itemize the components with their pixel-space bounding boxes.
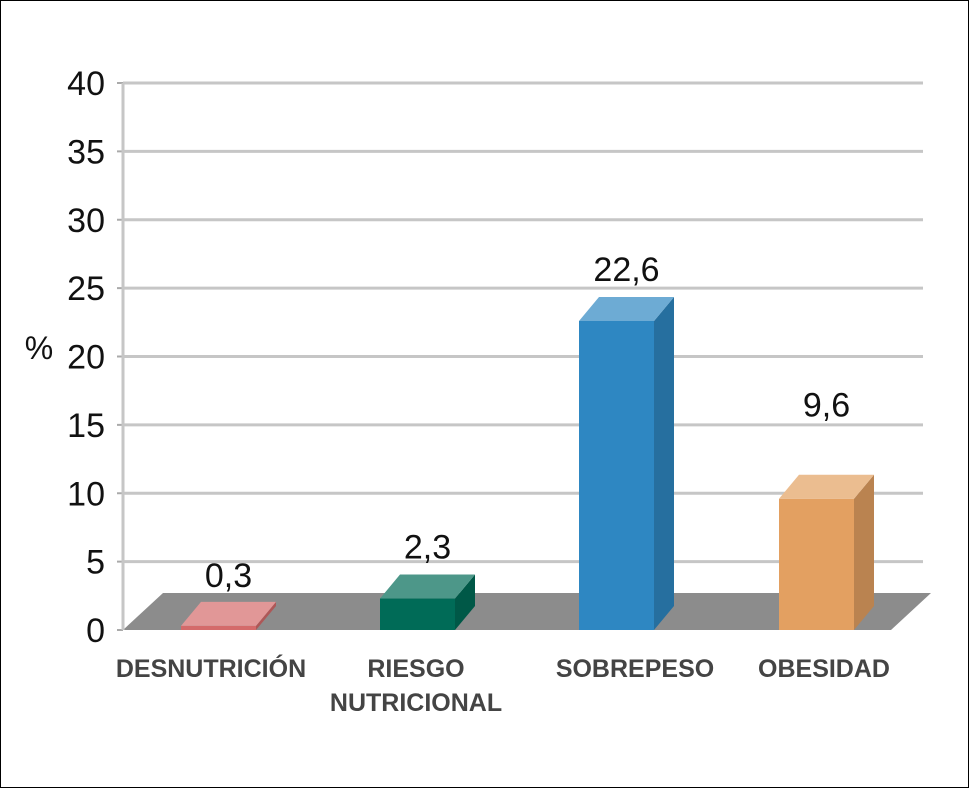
floor-plane — [123, 593, 931, 630]
bar-front — [380, 598, 455, 630]
bar-top — [779, 474, 874, 499]
y-axis-label: % — [25, 330, 53, 366]
bar — [579, 296, 674, 630]
x-tick-label: DESNUTRICIÓN — [116, 653, 306, 683]
value-labels: 0,3 2,3 22,6 9,6 — [205, 251, 850, 595]
bar — [181, 601, 276, 630]
x-tick-label: SOBREPESO — [556, 655, 714, 683]
bar-top — [181, 601, 276, 626]
gridlines — [123, 81, 923, 564]
x-tick-label: OBESIDAD — [758, 655, 890, 683]
y-tick-label: 15 — [67, 407, 105, 445]
y-tick-label: 10 — [67, 475, 105, 513]
y-axis: 0 5 10 15 20 25 30 35 40 — [67, 65, 125, 650]
bar-side — [256, 601, 276, 630]
y-tick-label: 40 — [67, 65, 105, 103]
x-tick-label: RIESGO NUTRICIONAL — [330, 655, 502, 717]
y-tick-label: 35 — [67, 133, 105, 171]
bar-front — [579, 320, 654, 630]
bar-front — [779, 498, 854, 630]
y-tick-label: 25 — [67, 270, 105, 308]
y-tick-label: 5 — [86, 544, 105, 582]
value-label: 0,3 — [205, 557, 252, 595]
value-label: 2,3 — [404, 529, 451, 567]
bar-side — [654, 296, 674, 630]
bars — [181, 296, 874, 630]
value-label: 9,6 — [803, 387, 850, 425]
bar-front — [181, 625, 256, 630]
bar — [779, 474, 874, 630]
value-label: 22,6 — [593, 251, 659, 289]
bar-side — [854, 474, 874, 630]
bar — [380, 574, 475, 630]
y-tick-label: 20 — [67, 339, 105, 377]
bar-top — [579, 296, 674, 321]
bar-top — [380, 574, 475, 599]
chart-floor — [123, 593, 931, 630]
y-tick-label: 30 — [67, 202, 105, 240]
bar-side — [455, 574, 475, 630]
y-tick-label: 0 — [86, 612, 105, 650]
x-axis: DESNUTRICIÓN RIESGO NUTRICIONAL SOBREPESO OB… — [116, 653, 890, 717]
